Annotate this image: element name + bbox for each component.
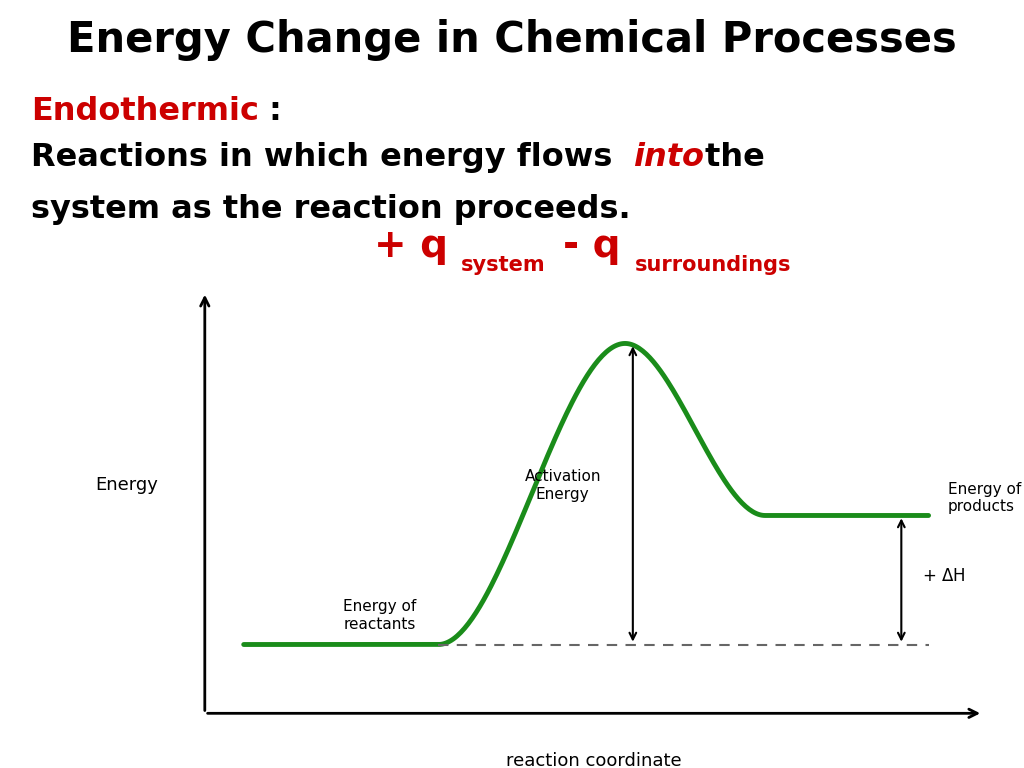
Text: Reactions in which energy flows: Reactions in which energy flows — [31, 142, 624, 173]
Text: Energy of
products: Energy of products — [948, 482, 1021, 515]
Text: the: the — [694, 142, 765, 173]
Text: reaction coordinate: reaction coordinate — [506, 752, 682, 768]
Text: Energy of
reactants: Energy of reactants — [343, 599, 417, 631]
Text: system as the reaction proceeds.: system as the reaction proceeds. — [31, 194, 631, 224]
Text: into: into — [633, 142, 703, 173]
Text: :: : — [268, 96, 282, 127]
Text: + $\Delta$H: + $\Delta$H — [923, 567, 966, 584]
Text: Energy Change in Chemical Processes: Energy Change in Chemical Processes — [68, 19, 956, 61]
Text: system: system — [461, 255, 546, 275]
Text: Endothermic: Endothermic — [31, 96, 259, 127]
Text: Energy: Energy — [95, 476, 159, 495]
Text: + q: + q — [374, 227, 447, 265]
Text: surroundings: surroundings — [635, 255, 792, 275]
Text: - q: - q — [563, 227, 621, 265]
Text: Activation
Energy: Activation Energy — [524, 469, 601, 502]
